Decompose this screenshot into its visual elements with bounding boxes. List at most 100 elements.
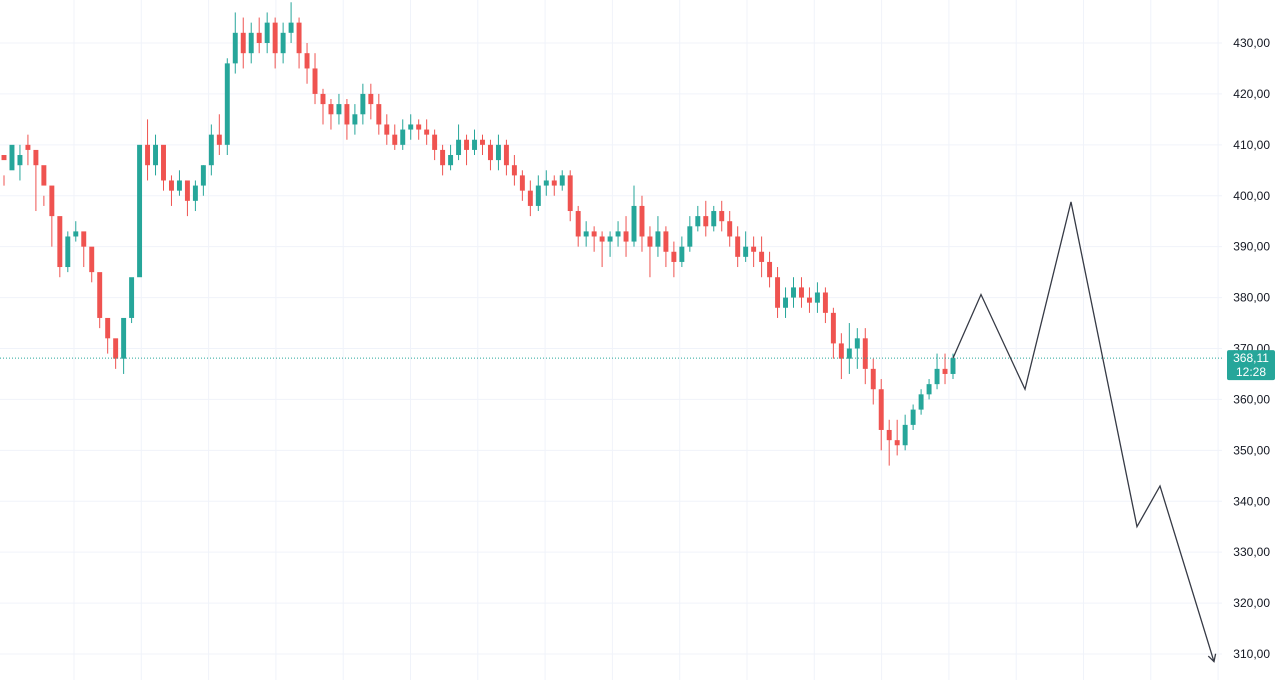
candle-body [854, 338, 860, 349]
candle-up [711, 205, 717, 232]
price-axis[interactable]: 430,00420,00410,00400,00390,00380,00370,… [1233, 36, 1270, 661]
candle-body [814, 292, 820, 303]
candle-body [791, 287, 796, 298]
candle-body [647, 236, 653, 247]
candle-body [440, 149, 446, 166]
current-price-label: 368,11 [1233, 351, 1269, 365]
candle-down [312, 53, 318, 105]
candle-down [775, 267, 781, 318]
candle-up [137, 144, 143, 278]
candle-up [408, 114, 414, 140]
candle-body [304, 53, 310, 69]
candle-down [480, 134, 485, 156]
candle-up [200, 165, 206, 196]
candle-up [926, 379, 932, 400]
candle-body [575, 211, 581, 237]
candle-up [153, 134, 158, 176]
candle-down [591, 226, 597, 252]
candle-down [161, 144, 166, 191]
candle-body [105, 317, 111, 339]
candle-body [902, 424, 908, 446]
candle-body [775, 277, 781, 308]
candle-down [623, 216, 629, 257]
candle-body [392, 134, 398, 145]
candle-down [384, 114, 390, 145]
candle-body [870, 368, 876, 390]
candle-down [663, 226, 669, 268]
candle-body [248, 32, 254, 54]
candle-body [743, 246, 749, 257]
candle-body [288, 22, 294, 33]
candle-down [113, 338, 119, 369]
candle-body [192, 185, 198, 201]
candle-down [256, 17, 262, 54]
candle-body [942, 368, 948, 374]
candle-body [448, 155, 454, 166]
candle-down [320, 88, 326, 125]
candle-up [456, 124, 462, 161]
candle-body [487, 144, 493, 161]
candle-body [671, 251, 677, 262]
candle-body [57, 216, 63, 268]
candle-body [495, 144, 501, 161]
candle-body [719, 211, 725, 222]
candle-body [89, 246, 95, 273]
candle-body [384, 124, 390, 135]
candle-body [81, 231, 87, 247]
candle-down [894, 419, 900, 456]
candle-body [424, 129, 430, 135]
candle-up [783, 287, 789, 318]
candle-down [464, 134, 470, 166]
candle-up [910, 404, 916, 430]
candle-down [145, 119, 151, 181]
candle-up [495, 134, 501, 171]
candle-body [272, 22, 278, 54]
candle-down [392, 124, 398, 150]
candle-body [360, 93, 366, 115]
candle-body [535, 185, 541, 206]
candle-body [918, 394, 924, 410]
candle-up [687, 216, 693, 252]
candle-body [583, 231, 589, 237]
candle-up [129, 277, 135, 324]
candle-body [464, 139, 470, 150]
candle-up [448, 144, 454, 171]
candle-body [767, 261, 773, 278]
candle-down [878, 379, 884, 451]
current-price-tag: 368,11 12:28 [1227, 350, 1275, 381]
candle-down [751, 236, 757, 268]
candle-body [591, 231, 597, 237]
candle-body [783, 297, 789, 308]
candle-body [9, 144, 15, 171]
candle-body [511, 165, 517, 176]
candle-body [950, 358, 956, 374]
candle-body [830, 312, 836, 344]
candle-body [878, 389, 884, 430]
candle-body [679, 246, 685, 262]
candle-body [838, 343, 844, 359]
candle-body [894, 440, 900, 446]
candle-body [519, 175, 525, 191]
candle-body [711, 211, 717, 227]
candle-up [472, 129, 477, 156]
candle-down [759, 236, 765, 278]
candle-body [655, 231, 661, 247]
candle-body [456, 139, 462, 156]
candle-down [25, 134, 31, 166]
y-tick-label: 310,00 [1233, 647, 1270, 661]
candle-body [200, 165, 206, 186]
candle-down [551, 175, 557, 196]
candle-down [639, 195, 645, 252]
candle-down [328, 99, 334, 130]
y-tick-label: 350,00 [1233, 443, 1270, 457]
y-tick-label: 410,00 [1233, 138, 1270, 152]
candle-body [400, 129, 406, 145]
candle-body [232, 32, 238, 64]
y-tick-label: 320,00 [1233, 596, 1270, 610]
candle-down [1, 155, 7, 186]
candle-down [838, 333, 844, 380]
candle-down [97, 272, 103, 329]
candle-body [121, 317, 127, 359]
candle-body [687, 226, 693, 247]
